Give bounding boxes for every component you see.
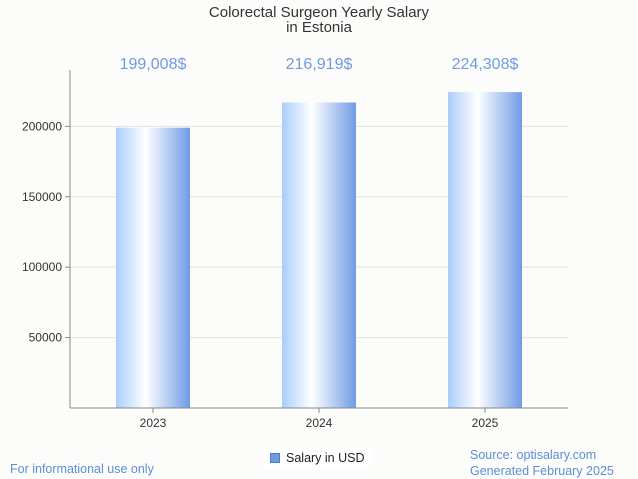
generated-text: Generated February 2025 [470, 464, 614, 478]
bar-2024[interactable] [282, 102, 356, 409]
data-label-2025: 224,308$ [452, 56, 519, 73]
y-tick-label-2: 150000 [22, 190, 62, 204]
y-tick-label-3: 200000 [22, 119, 62, 133]
x-tick-label-2025: 2025 [472, 416, 499, 430]
legend-label: Salary in USD [286, 451, 365, 465]
source-block: Source: optisalary.com Generated Februar… [470, 447, 614, 479]
data-label-2024: 216,919$ [286, 56, 353, 73]
chart-legend[interactable]: Salary in USD [264, 448, 371, 468]
chart-title-line-2: in Estonia [286, 19, 353, 36]
labels: 50000 100000 150000 200000 2023 199,008$ 2024 2… [22, 56, 519, 430]
axes [65, 70, 568, 413]
chart-title-line-1: Colorectal Surgeon Yearly Salary [209, 4, 430, 21]
bar-2025[interactable] [448, 92, 522, 409]
bar-2023[interactable] [116, 127, 190, 408]
bars [116, 92, 522, 409]
x-tick-label-2023: 2023 [140, 416, 167, 430]
source-text[interactable]: Source: optisalary.com [470, 448, 597, 462]
y-tick-label-0: 50000 [29, 331, 63, 345]
data-label-2023: 199,008$ [120, 56, 187, 73]
disclaimer-text: For informational use only [10, 462, 154, 476]
x-tick-label-2024: 2024 [306, 416, 333, 430]
legend-swatch [270, 453, 280, 463]
y-tick-label-1: 100000 [22, 260, 62, 274]
